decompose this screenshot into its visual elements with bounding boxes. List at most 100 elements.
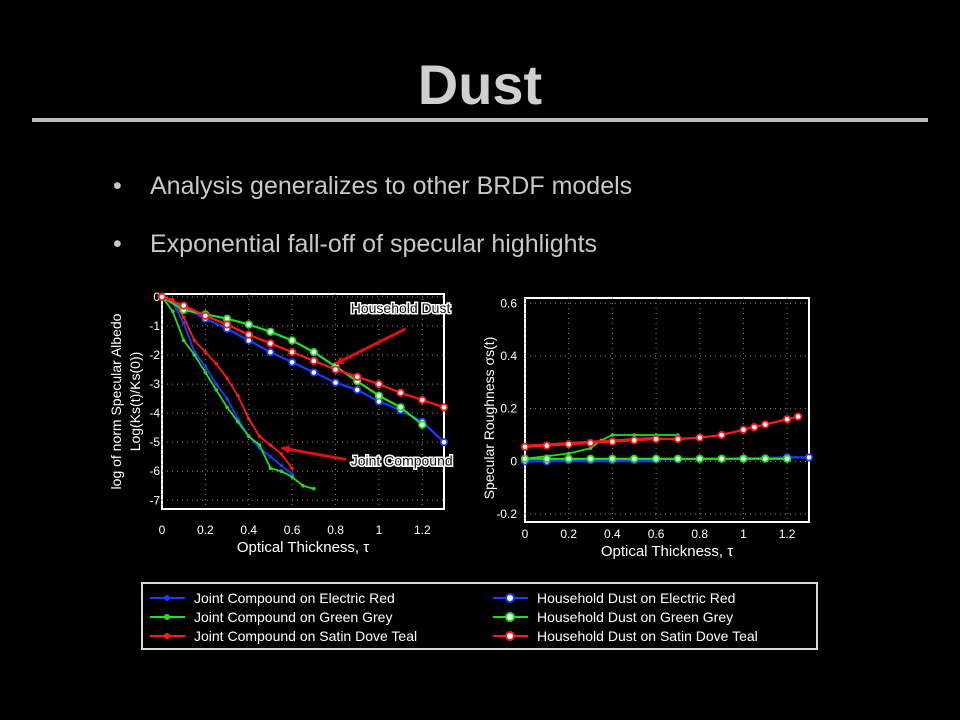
x-axis-label: Optical Thickness, τ <box>237 539 369 556</box>
series-point <box>266 339 275 348</box>
legend-label: Household Dust on Satin Dove Teal <box>537 628 758 644</box>
series-point <box>290 475 295 479</box>
series-point <box>396 403 405 412</box>
y-tick-label: -0.2 <box>496 507 517 521</box>
y-tick-label: 0.6 <box>500 296 517 310</box>
bullet-marker: • <box>113 230 122 258</box>
legend-swatch-marker <box>505 612 515 622</box>
series-point <box>309 368 318 377</box>
x-tick-label: 0.2 <box>560 527 577 541</box>
y-tick-label: 0 <box>153 290 160 304</box>
series-point <box>717 430 726 440</box>
bullet-text: Analysis generalizes to other BRDF model… <box>150 172 633 200</box>
y-axis-label: Specular Roughness σs(t) <box>481 337 497 500</box>
series-point <box>181 315 186 320</box>
series-point <box>588 446 593 451</box>
legend-swatch-marker <box>164 614 170 620</box>
x-tick-label: 0.4 <box>240 523 257 537</box>
series-point <box>630 454 639 463</box>
legend-swatch-marker <box>505 631 515 641</box>
series-point <box>418 395 427 405</box>
series-point <box>257 443 262 447</box>
series-point <box>586 438 595 448</box>
series-point <box>222 320 232 329</box>
series-point <box>288 358 297 367</box>
series-point <box>279 451 284 456</box>
series-point <box>418 420 427 429</box>
series-point <box>257 434 262 439</box>
legend-label: Household Dust on Electric Red <box>537 590 735 606</box>
series-point <box>673 454 683 463</box>
series-point <box>192 353 197 357</box>
series-point <box>608 437 617 446</box>
x-tick-label: 0.8 <box>691 527 708 541</box>
y-axis-label: log of norm Specular Albedo <box>108 313 124 489</box>
legend: Joint Compound on Electric Red Household … <box>141 582 818 650</box>
series-point <box>236 419 240 424</box>
chart-panel-1: 0 0.2 0.4 0.6 0.8 1 1.2 0 -1 -2 -3 -4 -5 -6 -7 Optical … <box>108 290 454 556</box>
series-point <box>673 434 683 444</box>
x-tick-label: 0 <box>522 527 529 541</box>
series-point <box>374 391 384 400</box>
series-point <box>246 434 251 439</box>
legend-label: Joint Compound on Electric Red <box>194 590 395 606</box>
y-tick-label: -3 <box>149 377 160 391</box>
series-point <box>651 454 661 463</box>
series-point <box>279 469 284 474</box>
series-point <box>439 403 449 412</box>
bullet-marker: • <box>113 172 122 200</box>
x-tick-label: 1.2 <box>414 523 431 537</box>
series-point <box>266 348 275 357</box>
x-tick-label: 1 <box>376 523 383 537</box>
series-point <box>279 463 284 468</box>
x-tick-label: 0.2 <box>197 523 214 537</box>
series-point <box>290 466 295 471</box>
bullet-text: Exponential fall-off of specular highlig… <box>150 230 598 258</box>
series-point <box>739 425 748 434</box>
series-point <box>353 385 362 394</box>
y-tick-label: -4 <box>149 406 160 420</box>
series-point <box>804 453 814 462</box>
series-point <box>542 441 551 450</box>
x-tick-label: 1 <box>740 527 747 541</box>
series-point <box>288 348 297 357</box>
legend-box <box>141 582 818 650</box>
x-tick-label: 0.6 <box>648 527 665 541</box>
y-tick-label: -2 <box>149 348 160 362</box>
series-point <box>331 365 340 374</box>
series-point <box>225 396 229 401</box>
series-point <box>268 443 273 447</box>
series-point <box>374 379 384 389</box>
legend-label: Household Dust on Green Grey <box>537 609 733 625</box>
series-point <box>695 433 704 442</box>
y-tick-label: 0.4 <box>500 349 517 363</box>
y-tick-label: -5 <box>149 435 160 449</box>
series-point <box>301 483 305 488</box>
series-point <box>214 361 219 366</box>
series-point <box>181 321 186 325</box>
annotation-arrowhead <box>335 356 345 365</box>
title-divider <box>32 118 928 122</box>
series-point <box>268 454 273 459</box>
x-tick-label: 0 <box>159 523 166 537</box>
series-point <box>353 372 362 381</box>
x-tick-label: 0.4 <box>604 527 621 541</box>
series-point <box>225 405 229 410</box>
plot-area <box>524 297 810 523</box>
series-point <box>157 292 167 302</box>
series-point <box>542 454 551 463</box>
x-axis-label: Optical Thickness, τ <box>601 543 733 560</box>
series-point <box>268 466 273 471</box>
series-point <box>244 330 253 339</box>
series-point <box>695 454 704 463</box>
annotation-label: Joint Compound <box>351 452 453 468</box>
y-tick-label: -6 <box>149 464 160 478</box>
series-point <box>170 309 175 314</box>
series-point <box>311 486 316 491</box>
series-point <box>564 454 573 463</box>
series-point <box>225 376 229 381</box>
annotation-arrowhead <box>281 445 290 454</box>
y-tick-label: 0.2 <box>500 402 517 416</box>
series-point <box>309 348 318 357</box>
series-point <box>739 454 748 463</box>
